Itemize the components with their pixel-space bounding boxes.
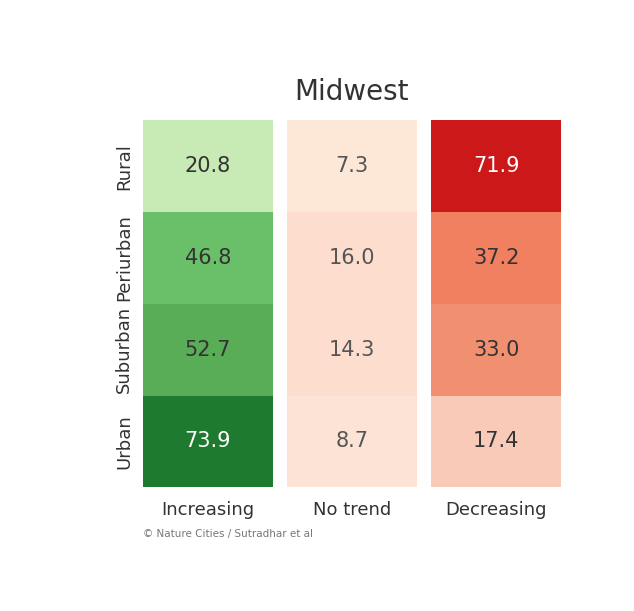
FancyBboxPatch shape: [143, 212, 273, 304]
Text: Increasing: Increasing: [161, 502, 254, 519]
Text: 73.9: 73.9: [184, 431, 231, 452]
Text: 71.9: 71.9: [473, 156, 519, 176]
FancyBboxPatch shape: [287, 395, 417, 488]
Text: 14.3: 14.3: [329, 340, 375, 360]
FancyBboxPatch shape: [431, 395, 561, 488]
Text: 52.7: 52.7: [184, 340, 231, 360]
Text: 7.3: 7.3: [335, 156, 368, 176]
Text: Periurban: Periurban: [115, 214, 133, 301]
FancyBboxPatch shape: [143, 304, 273, 395]
FancyBboxPatch shape: [431, 120, 561, 212]
Text: No trend: No trend: [313, 502, 391, 519]
FancyBboxPatch shape: [431, 304, 561, 395]
FancyBboxPatch shape: [431, 212, 561, 304]
Text: 33.0: 33.0: [473, 340, 519, 360]
Text: Midwest: Midwest: [295, 78, 409, 106]
Text: Decreasing: Decreasing: [445, 502, 547, 519]
Text: 16.0: 16.0: [328, 248, 375, 268]
Text: 8.7: 8.7: [335, 431, 368, 452]
FancyBboxPatch shape: [143, 395, 273, 488]
Text: Urban: Urban: [115, 414, 133, 469]
Text: © Nature Cities / Sutradhar et al: © Nature Cities / Sutradhar et al: [143, 529, 313, 539]
Text: 20.8: 20.8: [184, 156, 231, 176]
FancyBboxPatch shape: [287, 212, 417, 304]
FancyBboxPatch shape: [287, 304, 417, 395]
FancyBboxPatch shape: [143, 120, 273, 212]
Text: Suburban: Suburban: [115, 306, 133, 393]
FancyBboxPatch shape: [287, 120, 417, 212]
Text: 17.4: 17.4: [473, 431, 519, 452]
Text: 46.8: 46.8: [184, 248, 231, 268]
Text: Rural: Rural: [115, 143, 133, 189]
Text: 37.2: 37.2: [473, 248, 519, 268]
